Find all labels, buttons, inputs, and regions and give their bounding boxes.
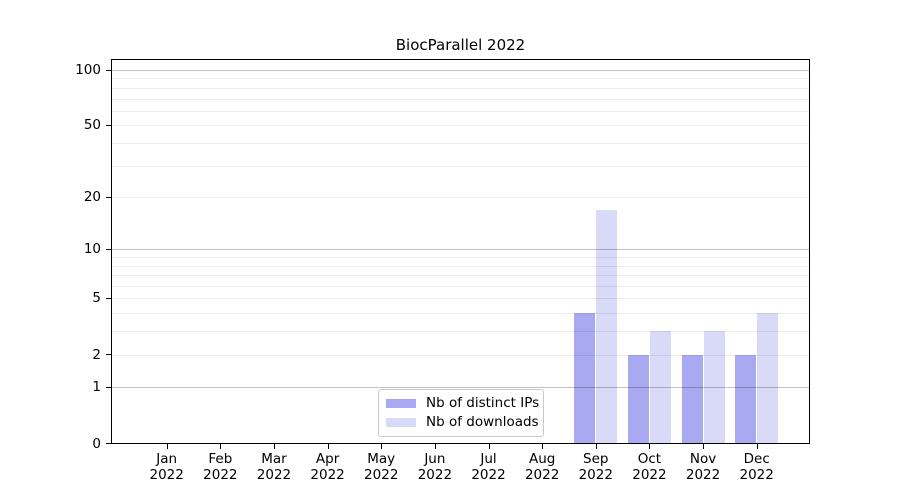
- bar-distinct-ips-sep: [574, 313, 596, 443]
- legend-swatch-distinct-ips-icon: [386, 399, 416, 408]
- bar-downloads-sep: [596, 209, 618, 443]
- y-tick-label-5: 5: [92, 290, 101, 307]
- bar-downloads-oct: [649, 331, 671, 443]
- gridline-minor-7: [112, 275, 809, 277]
- gridline-minor-60: [112, 110, 809, 112]
- gridline-minor-50: [112, 125, 809, 127]
- gridline-minor-20: [112, 197, 809, 199]
- gridline-minor-8: [112, 265, 809, 267]
- x-tick-label-sep: Sep 2022: [578, 451, 613, 483]
- y-tick-label-2: 2: [92, 346, 101, 363]
- gridline-minor-30: [112, 165, 809, 167]
- gridline-minor-70: [112, 98, 809, 100]
- x-tick-label-feb: Feb 2022: [203, 451, 238, 483]
- legend-item-distinct-ips: Nb of distinct IPs: [386, 396, 543, 411]
- bar-downloads-nov: [703, 331, 725, 443]
- legend-label-distinct-ips: Nb of distinct IPs: [426, 395, 540, 411]
- y-tick-0: [106, 443, 111, 444]
- x-tick-label-dec: Dec 2022: [739, 451, 774, 483]
- x-tick-dec: [756, 444, 758, 449]
- x-tick-label-nov: Nov 2022: [685, 451, 721, 483]
- bar-distinct-ips-oct: [627, 354, 649, 443]
- y-tick-1: [106, 386, 111, 388]
- y-tick-label-20: 20: [83, 189, 101, 206]
- x-tick-may: [381, 444, 383, 449]
- x-tick-jun: [434, 444, 436, 449]
- y-tick-2: [106, 354, 111, 356]
- chart-title: BiocParallel 2022: [395, 36, 526, 54]
- x-tick-label-may: May 2022: [364, 451, 399, 483]
- gridline-major-100: [112, 70, 809, 71]
- x-tick-nov: [703, 444, 705, 449]
- gridline-minor-5: [112, 298, 809, 300]
- legend-label-downloads: Nb of downloads: [426, 414, 539, 430]
- x-tick-oct: [649, 444, 651, 449]
- x-tick-apr: [327, 444, 329, 449]
- y-tick-5: [106, 297, 111, 299]
- legend-swatch-downloads-icon: [386, 418, 416, 427]
- y-tick-label-50: 50: [83, 117, 101, 134]
- x-tick-feb: [220, 444, 222, 449]
- y-tick-label-10: 10: [83, 241, 101, 258]
- gridline-minor-80: [112, 87, 809, 89]
- x-tick-label-apr: Apr 2022: [310, 451, 345, 483]
- gridline-minor-90: [112, 78, 809, 80]
- x-tick-label-oct: Oct 2022: [632, 451, 667, 483]
- x-tick-mar: [273, 444, 275, 449]
- x-tick-jul: [488, 444, 490, 449]
- gridline-minor-6: [112, 286, 809, 288]
- x-tick-label-jun: Jun 2022: [417, 451, 453, 483]
- y-tick-label-100: 100: [75, 62, 101, 78]
- gridline-minor-9: [112, 257, 809, 259]
- y-tick-100: [106, 69, 111, 71]
- bar-distinct-ips-dec: [735, 354, 757, 443]
- x-tick-label-mar: Mar 2022: [256, 451, 292, 483]
- y-tick-label-1: 1: [92, 379, 101, 396]
- gridline-minor-40: [112, 142, 809, 144]
- gridline-major-10: [112, 249, 809, 251]
- legend: Nb of distinct IPs Nb of downloads: [378, 389, 544, 437]
- y-tick-20: [106, 196, 111, 198]
- y-tick-label-0: 0: [92, 435, 101, 452]
- legend-item-downloads: Nb of downloads: [386, 415, 543, 430]
- x-tick-jan: [166, 444, 168, 449]
- bar-downloads-dec: [757, 313, 779, 443]
- x-tick-aug: [542, 444, 544, 449]
- x-tick-sep: [595, 444, 597, 449]
- y-tick-10: [106, 248, 111, 250]
- x-tick-label-jan: Jan 2022: [149, 451, 184, 483]
- x-tick-label-aug: Aug 2022: [524, 451, 560, 483]
- bar-distinct-ips-nov: [681, 354, 703, 443]
- x-tick-label-jul: Jul 2022: [471, 451, 506, 483]
- gridline-minor-4: [112, 313, 809, 315]
- y-tick-50: [106, 124, 111, 126]
